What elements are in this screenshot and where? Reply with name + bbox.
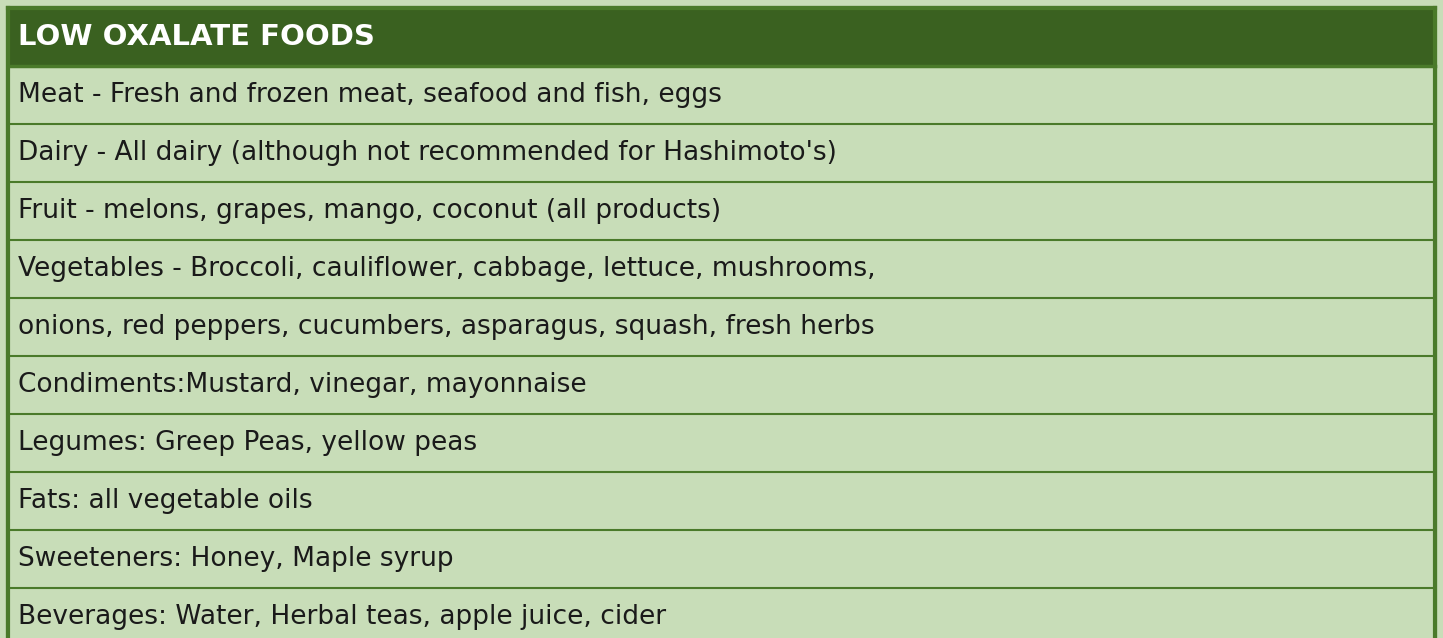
Text: Fats: all vegetable oils: Fats: all vegetable oils (17, 488, 313, 514)
Bar (9, 356, 1434, 414)
Bar (9, 530, 1434, 588)
Text: Condiments:Mustard, vinegar, mayonnaise: Condiments:Mustard, vinegar, mayonnaise (17, 372, 587, 398)
Bar (9, 588, 1434, 638)
Bar (9, 298, 1434, 356)
Text: Meat - Fresh and frozen meat, seafood and fish, eggs: Meat - Fresh and frozen meat, seafood an… (17, 82, 722, 108)
Bar (9, 182, 1434, 240)
Bar (9, 124, 1434, 182)
Text: Dairy - All dairy (although not recommended for Hashimoto's): Dairy - All dairy (although not recommen… (17, 140, 837, 166)
Bar (9, 240, 1434, 298)
Bar (9, 66, 1434, 124)
Text: Beverages: Water, Herbal teas, apple juice, cider: Beverages: Water, Herbal teas, apple jui… (17, 604, 667, 630)
Text: Vegetables - Broccoli, cauliflower, cabbage, lettuce, mushrooms,: Vegetables - Broccoli, cauliflower, cabb… (17, 256, 876, 282)
Bar (9, 8, 1434, 66)
Text: Legumes: Greep Peas, yellow peas: Legumes: Greep Peas, yellow peas (17, 430, 478, 456)
Text: onions, red peppers, cucumbers, asparagus, squash, fresh herbs: onions, red peppers, cucumbers, asparagu… (17, 314, 874, 340)
Text: Sweeteners: Honey, Maple syrup: Sweeteners: Honey, Maple syrup (17, 546, 453, 572)
Text: LOW OXALATE FOODS: LOW OXALATE FOODS (17, 23, 375, 51)
Bar (9, 472, 1434, 530)
Bar (9, 414, 1434, 472)
Text: Fruit - melons, grapes, mango, coconut (all products): Fruit - melons, grapes, mango, coconut (… (17, 198, 722, 224)
